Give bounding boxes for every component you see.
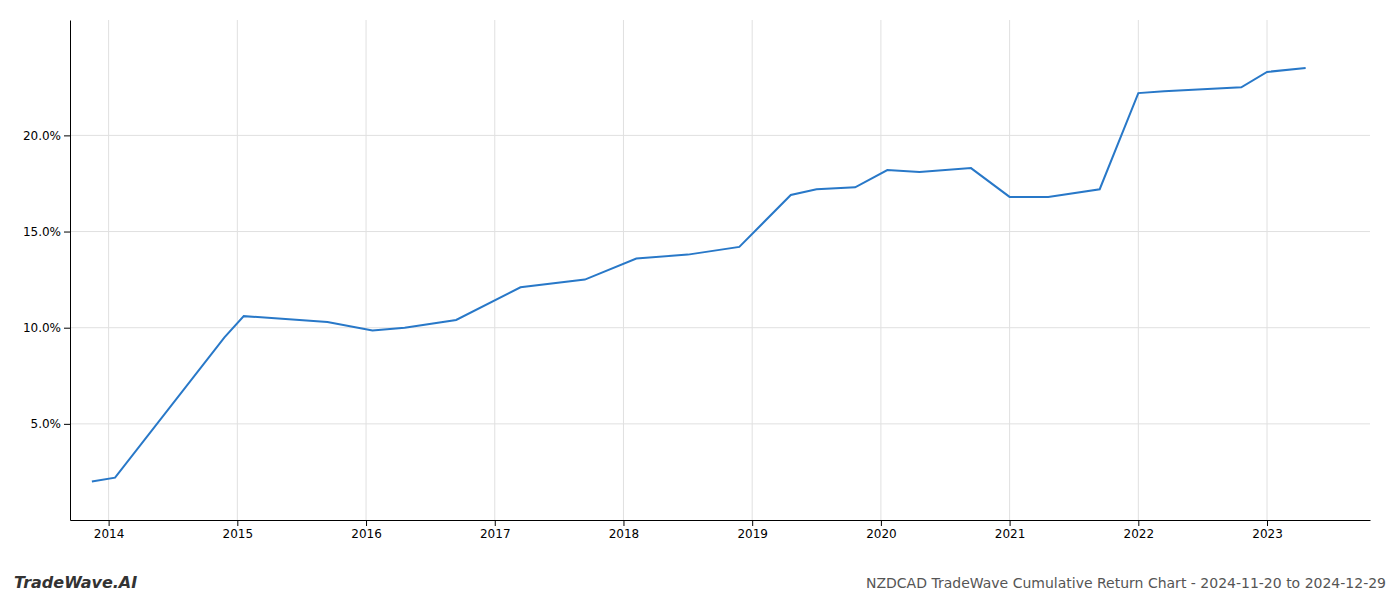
x-tick-label: 2018	[609, 527, 640, 541]
x-tick-label: 2020	[866, 527, 897, 541]
x-tick: 2014	[94, 520, 125, 541]
y-tick-mark	[64, 135, 70, 136]
x-tick-label: 2023	[1252, 527, 1283, 541]
y-axis: 5.0% 10.0% 15.0% 20.0%	[23, 21, 71, 521]
x-tick-label: 2021	[995, 527, 1026, 541]
x-tick-mark	[1267, 520, 1268, 526]
grid-line-x	[1009, 20, 1010, 520]
line	[92, 68, 1306, 481]
y-tick-label: 10.0%	[23, 321, 61, 335]
y-tick-mark	[64, 232, 70, 233]
grid-line-y	[70, 327, 1370, 328]
axis-line	[70, 21, 71, 521]
x-tick: 2018	[609, 520, 640, 541]
y-tick-label: 5.0%	[31, 417, 62, 431]
x-tick: 2021	[995, 520, 1026, 541]
x-tick-mark	[495, 520, 496, 526]
x-tick-mark	[237, 520, 238, 526]
grid-line-y	[70, 231, 1370, 232]
x-tick-label: 2015	[223, 527, 254, 541]
marks	[92, 68, 1306, 481]
grid-line-x	[237, 20, 238, 520]
x-tick-mark	[881, 520, 882, 526]
watermark: TradeWave.AI	[14, 573, 137, 592]
x-tick-mark	[1010, 520, 1011, 526]
y-tick-mark	[64, 424, 70, 425]
grid-line-y	[70, 135, 1370, 136]
x-tick: 2015	[223, 520, 254, 541]
x-tick-label: 2017	[480, 527, 511, 541]
y-tick: 10.0%	[23, 321, 70, 335]
y-tick: 5.0%	[31, 417, 71, 431]
grid-line-x	[752, 20, 753, 520]
x-tick: 2019	[737, 520, 768, 541]
grid-line-x	[494, 20, 495, 520]
x-tick: 2017	[480, 520, 511, 541]
x-tick: 2023	[1252, 520, 1283, 541]
y-tick: 15.0%	[23, 225, 70, 239]
x-tick-mark	[623, 520, 624, 526]
grid-line-x	[623, 20, 624, 520]
x-tick-mark	[109, 520, 110, 526]
grid-line-x	[108, 20, 109, 520]
grid-line-x	[1267, 20, 1268, 520]
x-tick-label: 2014	[94, 527, 125, 541]
grid-line-y	[70, 423, 1370, 424]
x-tick-mark	[752, 520, 753, 526]
x-tick: 2022	[1124, 520, 1155, 541]
x-tick-label: 2022	[1124, 527, 1155, 541]
x-tick-mark	[366, 520, 367, 526]
y-tick-label: 20.0%	[23, 129, 61, 143]
plot: 2014 2015 2016 2017 2018 2019 2020 2021 2022 2023…	[23, 20, 1371, 541]
x-tick: 2020	[866, 520, 897, 541]
title: NZDCAD TradeWave Cumulative Return Chart…	[866, 575, 1386, 591]
x-tick-label: 2016	[351, 527, 382, 541]
grid-line-x	[880, 20, 881, 520]
x-tick-label: 2019	[737, 527, 768, 541]
y-tick-mark	[64, 328, 70, 329]
x-tick: 2016	[351, 520, 382, 541]
chart: 2014 2015 2016 2017 2018 2019 2020 2021 2022 2023…	[0, 0, 1400, 600]
grid	[70, 20, 1370, 520]
x-axis: 2014 2015 2016 2017 2018 2019 2020 2021 2022 2023	[71, 520, 1371, 541]
axis-line	[71, 520, 1371, 521]
y-tick-label: 15.0%	[23, 225, 61, 239]
grid-line-x	[366, 20, 367, 520]
x-tick-mark	[1138, 520, 1139, 526]
y-tick: 20.0%	[23, 129, 70, 143]
